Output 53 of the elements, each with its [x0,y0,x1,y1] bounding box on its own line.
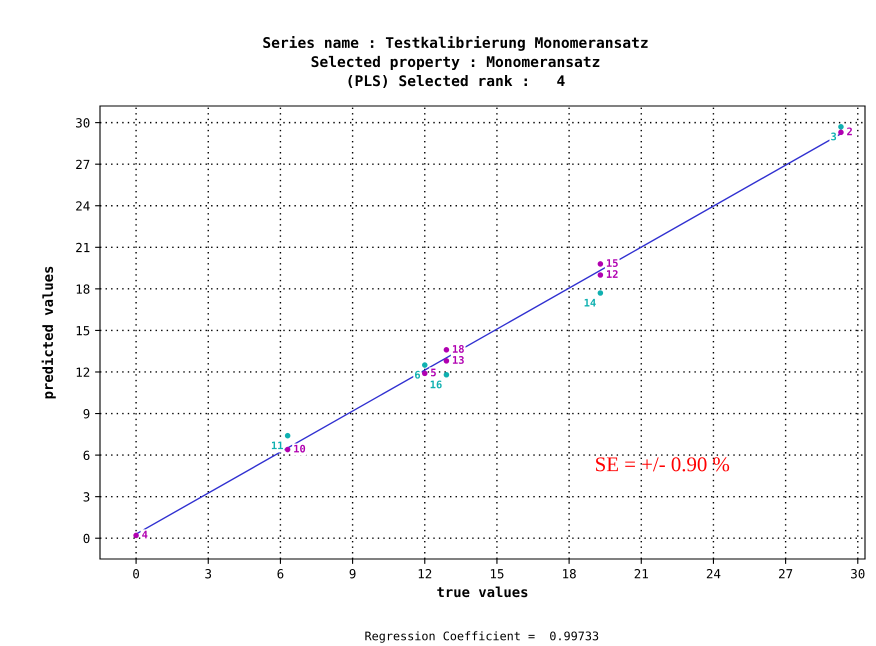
annotation: 15 [606,259,618,267]
point [838,130,844,136]
point [444,372,450,378]
y-tick-label: 21 [76,242,90,252]
annotation: 4 [142,530,148,538]
x-tick-label: 18 [563,569,576,578]
point [444,358,450,364]
y-tick-label: 27 [76,160,90,169]
annotation: 6 [414,370,420,379]
y-axis-title: predicted values [42,266,56,398]
x-axis-title: true values [437,586,528,598]
y-tick-label: 3 [84,492,90,502]
y-tick-label: 0 [84,534,90,544]
point [598,261,604,267]
point [838,124,844,130]
annotation: 11 [272,442,283,450]
chart-subtitle: Series name : Testkalibrierung Monomeransatz Selected property : Monomeransatz (PLS) Selected rank : 4 [263,36,648,88]
annotation: SE = +/- 0.90 % [596,457,730,472]
y-tick-label: 6 [84,450,90,460]
point [598,272,604,278]
x-tick-label: 3 [205,569,212,578]
x-tick-label: 9 [350,569,356,578]
y-tick-label: 18 [76,284,90,294]
y-tick-label: 30 [76,118,90,128]
x-tick-label: 15 [490,569,504,578]
point [422,370,428,376]
point [133,532,139,538]
point [422,362,428,368]
annotation: 12 [606,270,618,278]
annotation: 3 [831,132,836,140]
point [598,290,604,296]
x-tick-label: 27 [779,569,792,578]
annotation: 14 [584,298,596,306]
x-tick-label: 12 [418,569,432,578]
annotation: 5 [431,368,436,376]
annotation: 2 [847,127,852,136]
y-tick-label: 9 [84,409,90,418]
x-tick-label: 30 [851,569,864,578]
annotation: 13 [452,356,464,364]
x-tick-label: 6 [277,569,284,578]
annotation: 18 [452,344,464,353]
point [444,347,450,353]
annotation: 16 [430,380,442,388]
point [284,446,290,452]
y-tick-label: 12 [76,367,90,377]
annotation: 10 [294,444,306,453]
x-tick-label: 0 [133,569,140,578]
y-tick-label: 15 [76,326,90,336]
x-tick-label: 21 [634,569,648,578]
text: Regression Coefficient = 0.99733 [365,631,598,643]
y-tick-label: 24 [76,201,90,211]
point [284,432,290,438]
x-tick-label: 24 [706,569,720,578]
